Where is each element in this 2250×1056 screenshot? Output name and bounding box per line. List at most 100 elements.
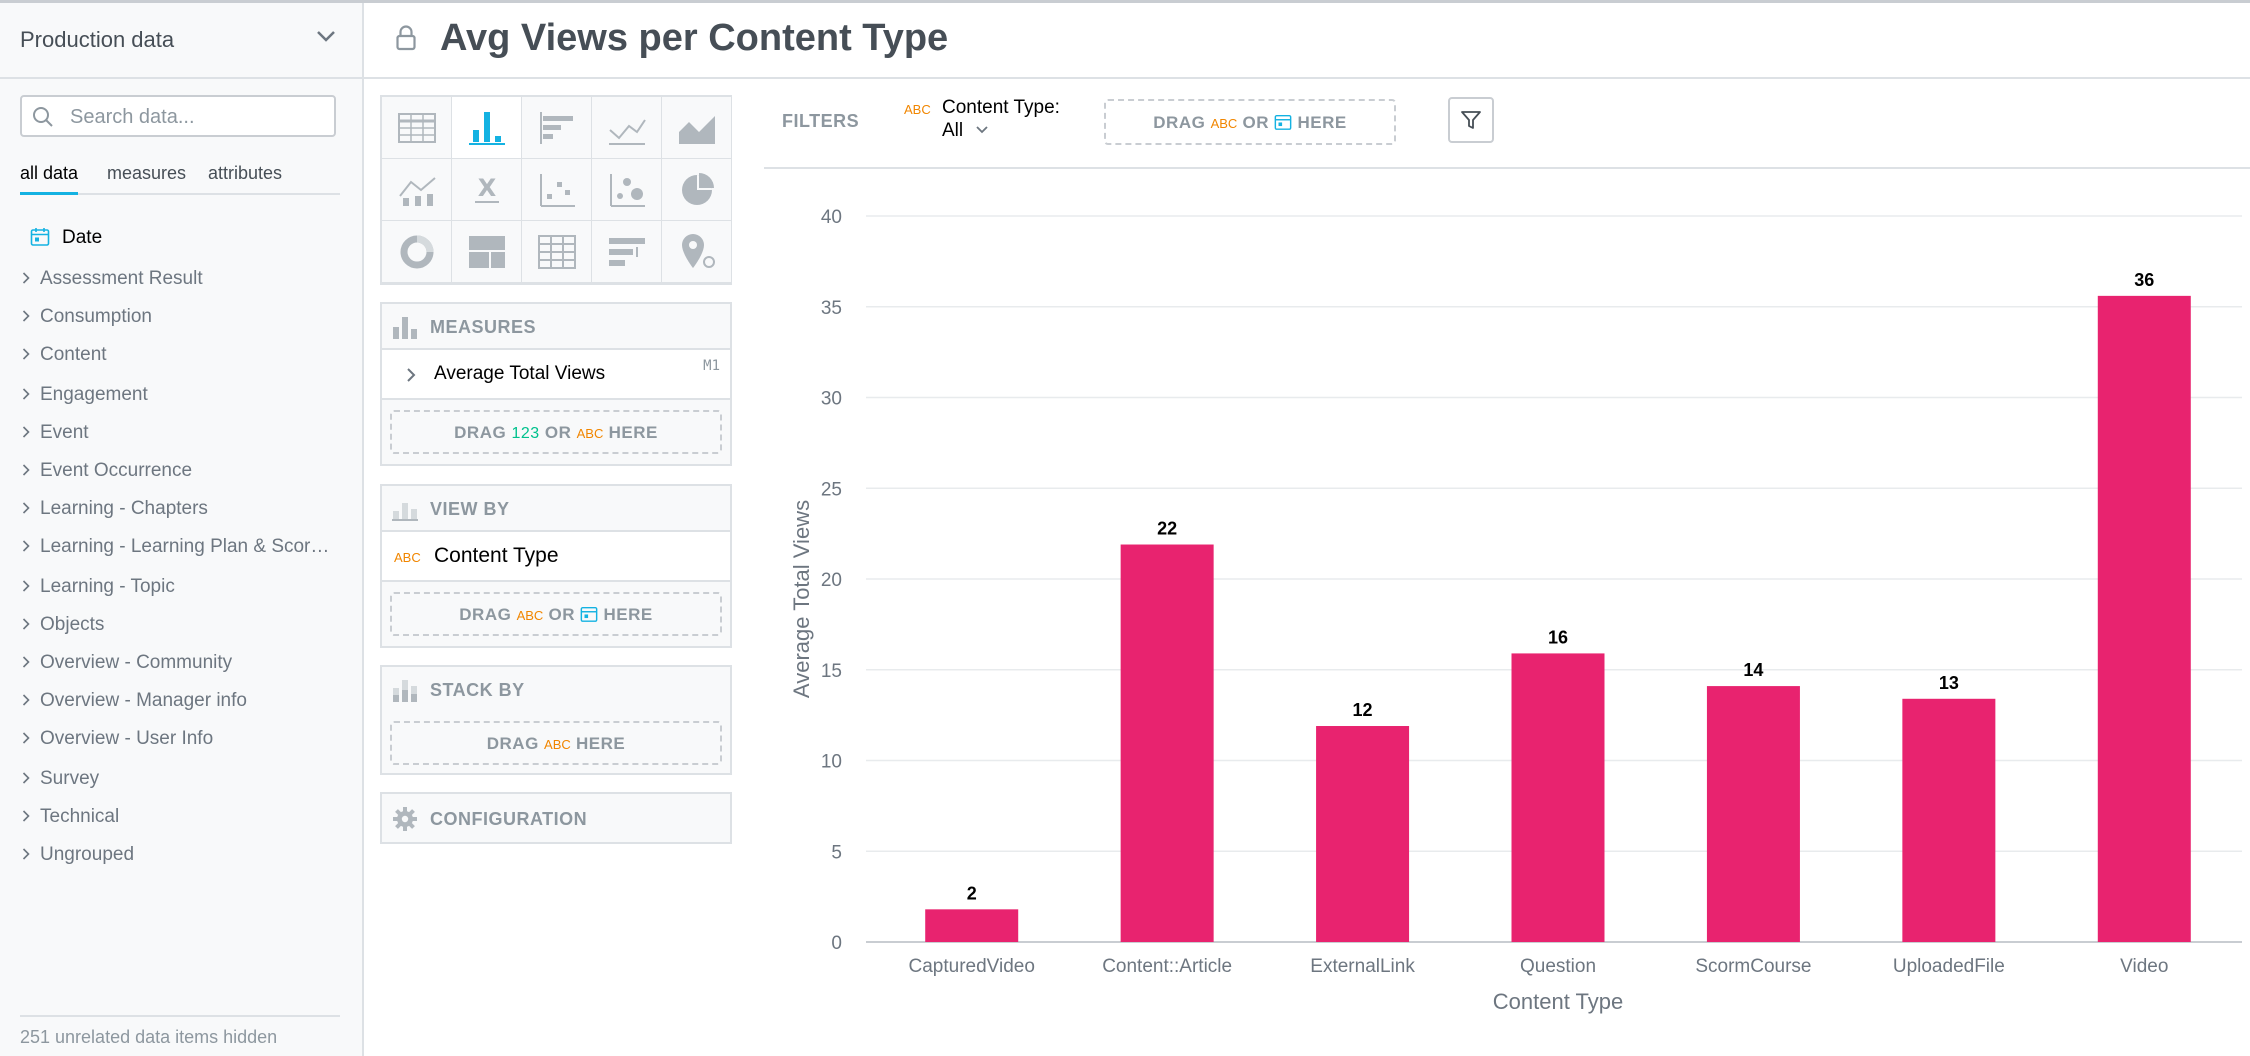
drop-zone-text: DRAG ABC HERE (486, 734, 626, 753)
top-border (0, 0, 2250, 3)
measures-icon (393, 317, 417, 339)
viz-pie-chart-button[interactable] (662, 159, 732, 221)
tree-folder-label: Overview - User Info (40, 728, 214, 749)
calendar-icon (580, 606, 598, 622)
search-box[interactable] (20, 95, 336, 137)
lock-icon[interactable] (396, 25, 416, 51)
viz-table-button[interactable] (382, 97, 452, 159)
data-label: 36 (2134, 270, 2154, 290)
chevron-right-icon (22, 348, 30, 360)
content-type-filter[interactable]: ABC Content Type: All (900, 95, 1080, 145)
measure-name: Average Total Views (434, 363, 606, 384)
filter-drop-zone[interactable]: DRAG ABC OR HERE (1104, 99, 1396, 145)
view-by-item[interactable]: ABC Content Type (382, 530, 730, 582)
search-input[interactable] (68, 101, 332, 133)
tree-folder-label: Ungrouped (40, 844, 135, 865)
view-by-drop-zone[interactable]: DRAG ABC OR HERE (390, 592, 722, 636)
chevron-right-icon (22, 310, 30, 322)
tree-folder-label: Survey (40, 768, 100, 789)
bucket-header: MEASURES (382, 304, 730, 348)
data-label: 22 (1157, 519, 1177, 539)
measures-bucket: MEASURES Average Total Views M1 DRAG 123… (380, 302, 732, 466)
viz-column-chart-button[interactable] (452, 97, 522, 159)
viz-geo-chart-button[interactable] (662, 221, 732, 283)
viz-headline-button[interactable]: X (452, 159, 522, 221)
viz-treemap-button[interactable] (452, 221, 522, 283)
measure-filter-button[interactable] (1448, 97, 1494, 143)
funnel-icon (1461, 111, 1481, 129)
viz-bullet-chart-button[interactable] (592, 221, 662, 283)
chevron-right-icon[interactable] (406, 367, 416, 383)
page-title[interactable]: Avg Views per Content Type (440, 17, 949, 59)
chevron-right-icon (22, 732, 30, 744)
tree-folder-label: Overview - Manager info (40, 690, 247, 711)
dataset-label: Production data (20, 27, 175, 52)
chevron-right-icon (22, 464, 30, 476)
measures-drop-zone[interactable]: DRAG 123 OR ABC HERE (390, 410, 722, 454)
measure-tag: M1 (703, 358, 720, 374)
tree-folder-label: Consumption (40, 306, 152, 327)
x-axis-title: Content Type (1493, 989, 1623, 1014)
table-icon (398, 113, 436, 143)
attribute-type-tag: ABC (904, 102, 931, 117)
y-tick-label: 15 (821, 661, 842, 682)
chevron-right-icon (22, 540, 30, 552)
data-label: 16 (1548, 627, 1568, 647)
bucket-header: VIEW BY (382, 486, 730, 530)
tree-folder-label: Engagement (40, 384, 148, 405)
calendar-icon (30, 228, 50, 246)
viz-donut-chart-button[interactable] (382, 221, 452, 283)
drop-zone-text: DRAG ABC OR HERE (1153, 113, 1347, 132)
divider (20, 1015, 340, 1017)
data-label: 12 (1353, 700, 1373, 720)
bar (1316, 726, 1410, 942)
tree-folder-label: Learning - Learning Plan & Scor… (40, 536, 330, 557)
dataset-dropdown[interactable]: Production data (0, 3, 362, 79)
configuration-section[interactable]: CONFIGURATION (380, 792, 732, 844)
chevron-down-icon (317, 31, 335, 42)
bar-chart-icon (540, 112, 573, 144)
viz-bar-chart-button[interactable] (522, 97, 592, 159)
viz-combo-chart-button[interactable] (382, 159, 452, 221)
y-tick-label: 40 (821, 207, 842, 228)
viz-scatter-plot-button[interactable] (522, 159, 592, 221)
viz-line-chart-button[interactable] (592, 97, 662, 159)
bullet-chart-icon (609, 238, 645, 266)
column-chart-icon (469, 112, 505, 145)
data-sidebar: Production data all data measures attrib… (0, 3, 364, 1056)
view-by-icon (392, 503, 418, 521)
chevron-right-icon (22, 848, 30, 860)
visualization-type-picker: X (380, 95, 732, 285)
x-tick-label: Content::Article (1102, 956, 1232, 977)
bar (1706, 686, 1800, 942)
combo-chart-icon (399, 177, 436, 206)
bar (1902, 698, 1996, 942)
search-icon (33, 107, 53, 127)
data-label: 2 (967, 883, 977, 903)
line-chart-icon (609, 119, 646, 145)
x-tick-label: ExternalLink (1310, 956, 1415, 977)
x-tick-label: Question (1520, 956, 1596, 977)
viz-heatmap-button[interactable] (522, 221, 592, 283)
filter-value: All (942, 120, 964, 141)
tab-attributes[interactable]: attributes (208, 163, 283, 183)
drop-zone-text: DRAG 123 OR ABC HERE (454, 423, 658, 442)
tab-measures[interactable]: measures (107, 163, 187, 183)
measure-item[interactable]: Average Total Views M1 (382, 348, 730, 400)
viz-bubble-chart-button[interactable] (592, 159, 662, 221)
chevron-right-icon (22, 388, 30, 400)
bubble-chart-icon (610, 174, 645, 207)
stack-by-drop-zone[interactable]: DRAG ABC HERE (390, 721, 722, 765)
headline-icon: X (475, 174, 499, 203)
attribute-type-tag: ABC (394, 550, 421, 565)
bar (1120, 544, 1214, 942)
x-tick-label: UploadedFile (1893, 956, 2005, 977)
pie-chart-icon (682, 173, 714, 205)
viz-area-chart-button[interactable] (662, 97, 732, 159)
x-tick-label: CapturedVideo (909, 956, 1035, 977)
bar (925, 909, 1019, 942)
chevron-right-icon (22, 502, 30, 514)
y-tick-label: 30 (821, 389, 842, 410)
bucket-header: CONFIGURATION (382, 794, 730, 842)
tab-all-data[interactable]: all data (20, 163, 79, 195)
